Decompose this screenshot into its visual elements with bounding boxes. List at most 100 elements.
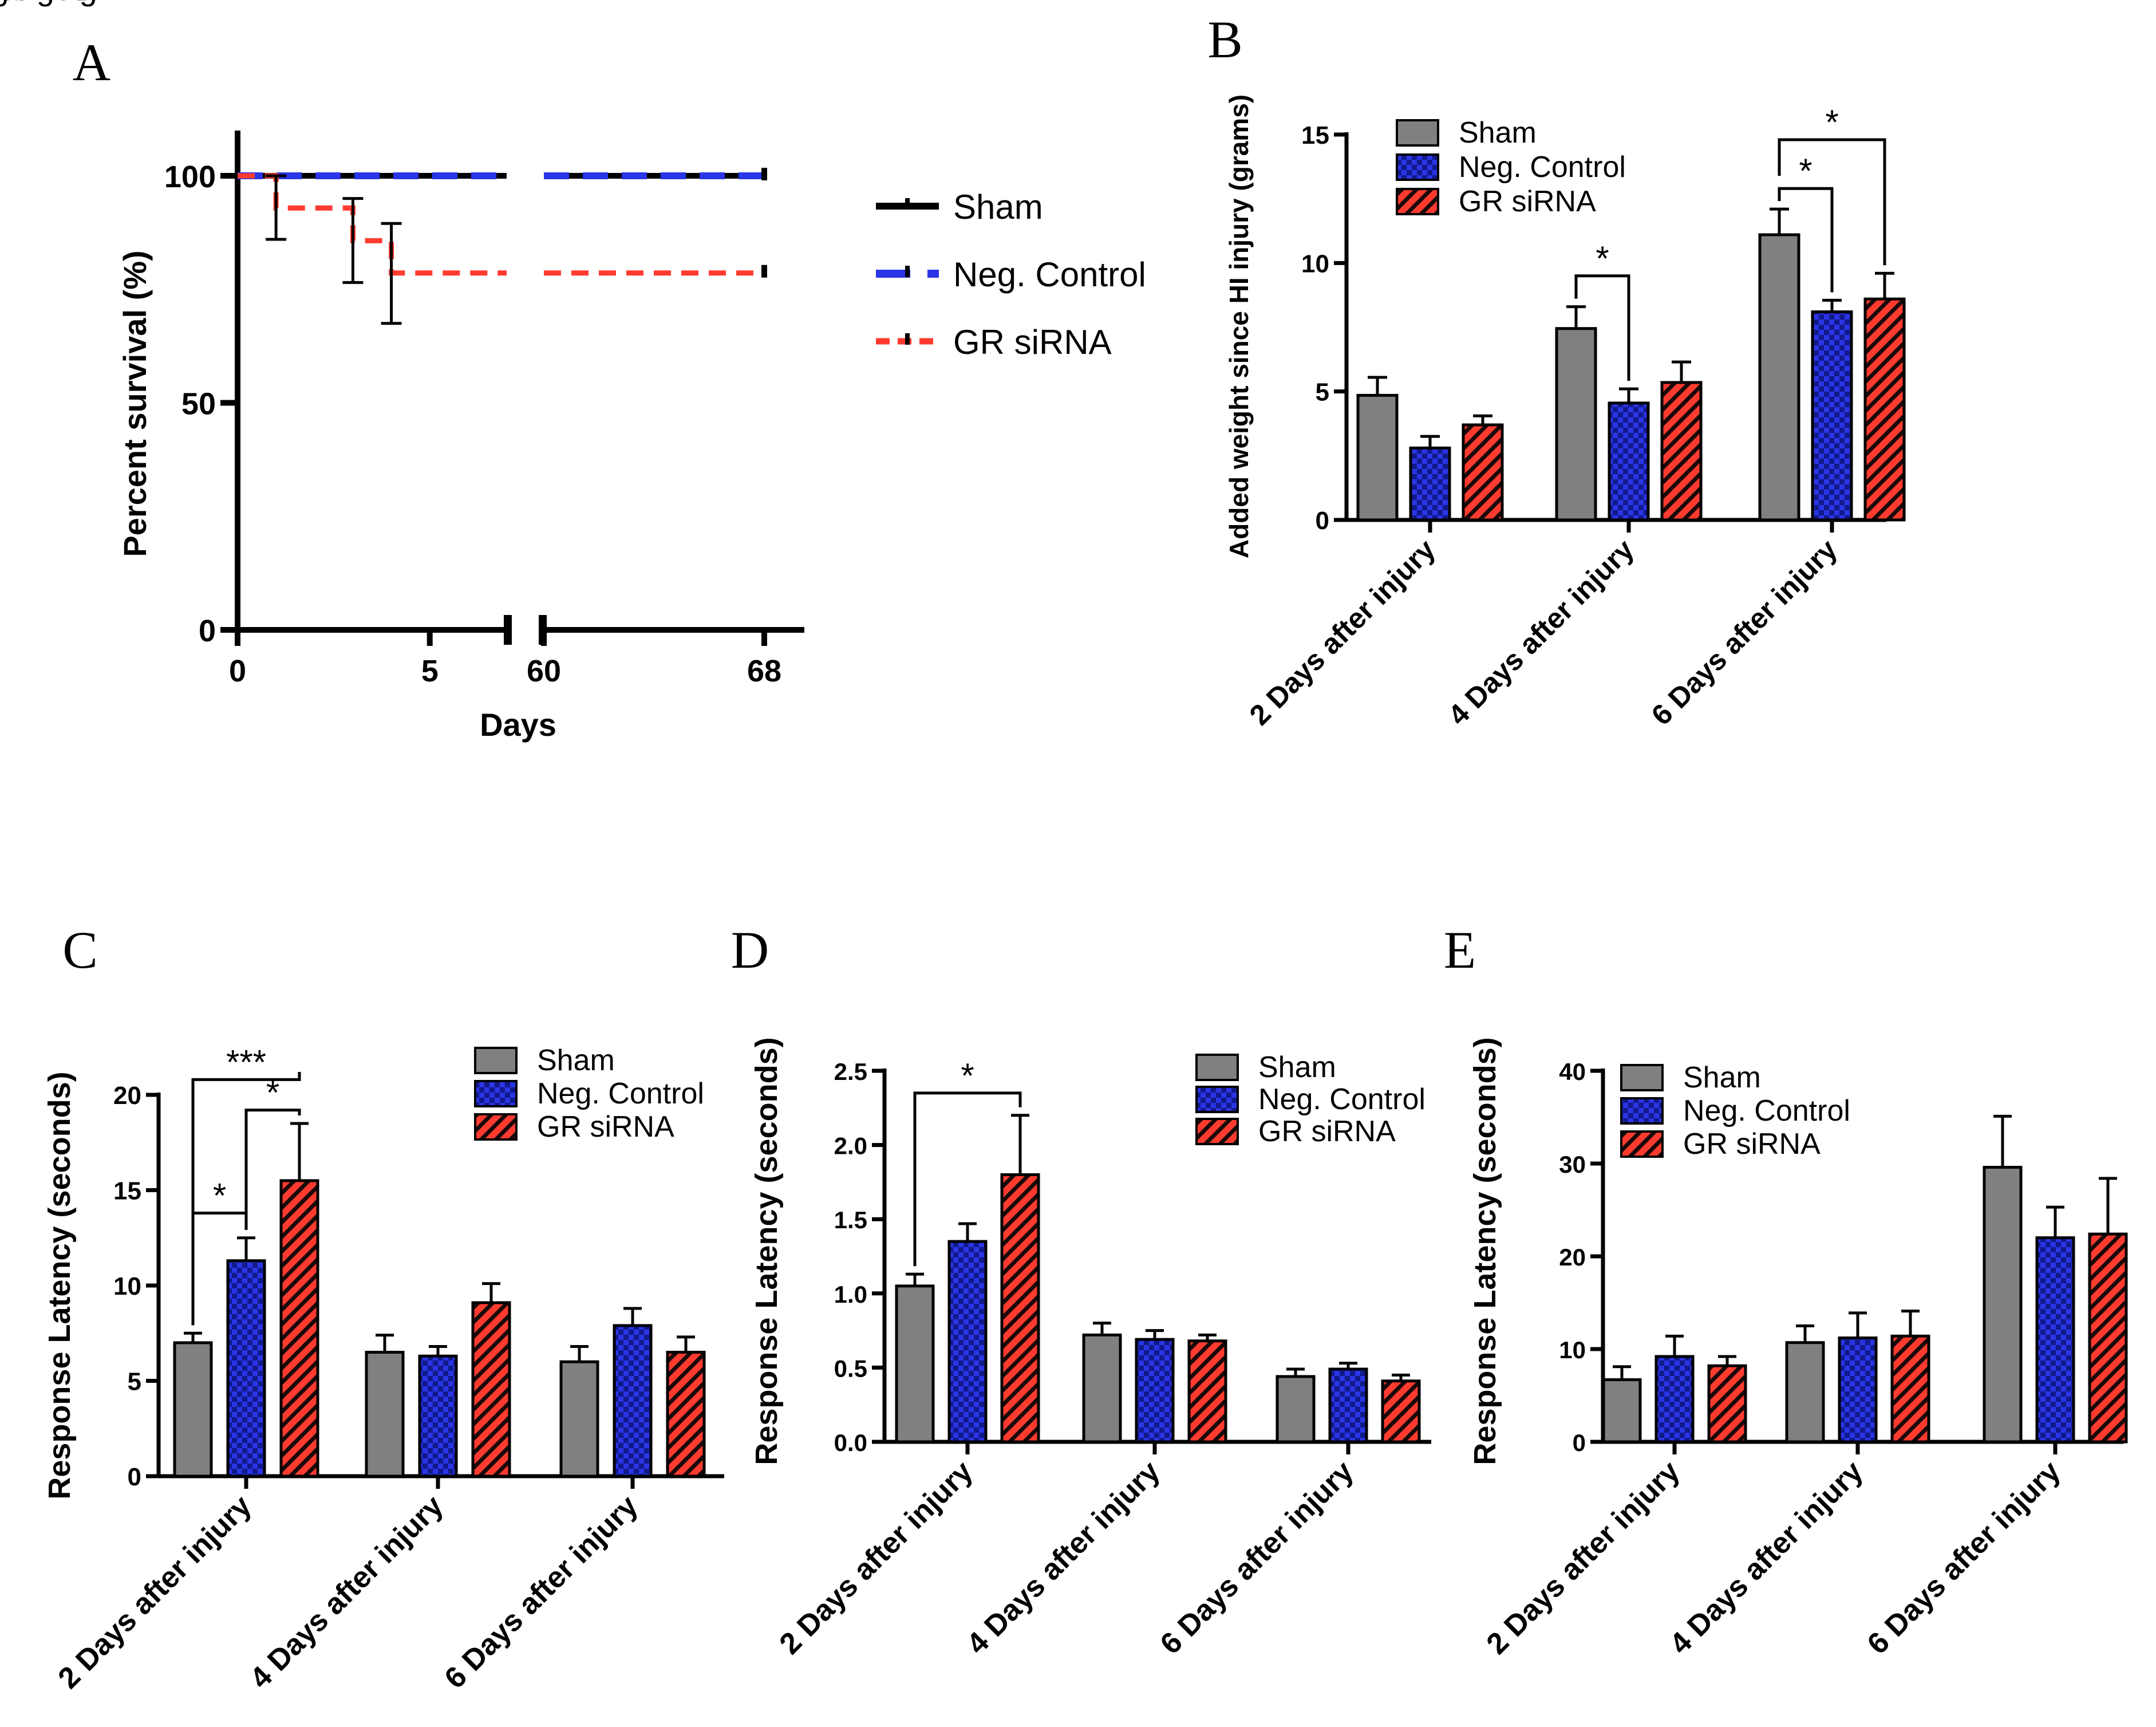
panel-a: A 0 50 100 0 5 60 68 Days Percent survival (%) Sha… — [73, 33, 1146, 743]
chart-title: Wire Hanging — [0, 0, 97, 7]
category-label: 6 Days after injury — [1861, 1454, 2067, 1661]
category-label: 6 Days after injury — [1645, 533, 1843, 731]
significance-label: * — [1596, 239, 1609, 278]
y-tick-label: 0 — [199, 614, 216, 648]
bar-sham — [1555, 327, 1597, 522]
y-tick-label: 10 — [113, 1272, 141, 1300]
legend-swatch-neg-control — [1620, 1097, 1664, 1125]
legend-label-neg-control: Neg. Control — [1459, 151, 1626, 184]
bar-sham — [173, 1341, 213, 1478]
y-tick-label: 40 — [1559, 1058, 1586, 1085]
bar-neg-control — [613, 1324, 653, 1478]
panel-letter-c: C — [62, 921, 97, 979]
y-tick-label: 20 — [1559, 1244, 1586, 1271]
y-tick-label: 1.5 — [834, 1206, 867, 1233]
y-tick-label: 0 — [128, 1463, 141, 1491]
legend-label-gr-sirna: GR siRNA — [953, 323, 1112, 361]
x-tick-label: 5 — [421, 654, 439, 688]
bar-neg-control — [1838, 1336, 1878, 1444]
legend-swatch-sham — [1195, 1054, 1239, 1081]
bar-gr-sirna — [666, 1351, 706, 1478]
bar-sham — [559, 1360, 599, 1478]
y-tick-label: 50 — [181, 387, 216, 421]
bar-gr-sirna — [1890, 1334, 1930, 1444]
significance-label: *** — [226, 1043, 266, 1081]
bar-neg-control — [1654, 1355, 1695, 1444]
legend-swatch-neg-control — [474, 1080, 518, 1107]
y-tick-label: 5 — [1316, 378, 1329, 407]
bar-gr-sirna — [279, 1179, 319, 1478]
legend-label-neg-control: Neg. Control — [537, 1077, 704, 1110]
significance-label: * — [213, 1176, 226, 1215]
y-tick-label: 1.0 — [834, 1281, 867, 1308]
y-tick-label: 30 — [1559, 1151, 1586, 1178]
bar-sham — [1356, 393, 1399, 522]
bar-sham — [1983, 1165, 2023, 1444]
panel-letter-a: A — [73, 33, 110, 92]
x-tick-label: 0 — [229, 654, 246, 688]
bar-sham — [1602, 1378, 1642, 1444]
bar-neg-control — [1811, 310, 1853, 522]
significance-label: * — [961, 1056, 974, 1095]
category-label: 6 Days after injury — [1154, 1454, 1360, 1661]
significance-label: * — [1825, 103, 1838, 141]
bar-gr-sirna — [471, 1301, 511, 1478]
y-tick-label: 2.0 — [834, 1133, 867, 1160]
legend-label-gr-sirna: GR siRNA — [537, 1110, 674, 1144]
y-tick-label: 100 — [164, 160, 216, 194]
y-axis-label: Response Latency (seconds) — [1468, 1037, 1502, 1465]
bar-neg-control — [418, 1354, 458, 1478]
legend-swatch-gr-sirna — [474, 1113, 518, 1141]
significance-bracket — [913, 1091, 1022, 1267]
legend-label-sham: Sham — [537, 1044, 615, 1077]
y-tick-label: 5 — [128, 1368, 141, 1396]
y-tick-label: 10 — [1301, 250, 1329, 278]
category-label: 6 Days after injury — [439, 1489, 645, 1695]
panel-letter-d: D — [731, 921, 769, 979]
significance-bracket — [191, 1071, 301, 1326]
legend-swatch-gr-sirna — [1396, 188, 1439, 215]
x-axis-label: Days — [480, 707, 556, 743]
chart-title: Geotaxis Test — [0, 0, 97, 7]
panel-letter-b: B — [1207, 10, 1242, 69]
y-tick-label: 0 — [1316, 507, 1329, 535]
bar-gr-sirna — [2088, 1232, 2128, 1444]
bar-gr-sirna — [1707, 1364, 1747, 1444]
legend-swatch-sham — [474, 1047, 518, 1074]
category-label: 2 Days after injury — [52, 1489, 258, 1695]
bar-gr-sirna — [1863, 297, 1906, 522]
series-line-gr-sirna — [238, 173, 507, 276]
bar-sham — [895, 1284, 935, 1444]
category-label: 2 Days after injury — [1480, 1454, 1687, 1661]
y-tick-label: 2.5 — [834, 1058, 867, 1085]
bar-neg-control — [2035, 1236, 2075, 1444]
bar-sham — [1276, 1375, 1316, 1444]
significance-bracket — [1574, 274, 1630, 381]
y-tick-label: 20 — [113, 1082, 141, 1110]
bar-sham — [1758, 233, 1800, 522]
bar-neg-control — [947, 1240, 988, 1444]
category-label: 2 Days after injury — [773, 1454, 980, 1661]
legend-swatch-neg-control — [1396, 153, 1439, 181]
bar-sham — [1082, 1333, 1122, 1444]
legend-label-gr-sirna: GR siRNA — [1683, 1127, 1821, 1161]
y-tick-label: 15 — [1301, 121, 1329, 149]
legend-label-sham: Sham — [1459, 116, 1537, 149]
bar-neg-control — [1328, 1367, 1368, 1444]
legend-label-sham: Sham — [1258, 1051, 1336, 1084]
panel-letter-e: E — [1444, 921, 1476, 979]
legend-label-neg-control: Neg. Control — [1683, 1094, 1850, 1127]
legend-label-sham: Sham — [953, 188, 1043, 226]
bar-gr-sirna — [1381, 1379, 1421, 1444]
bar-neg-control — [1409, 446, 1451, 522]
panel-b: B 0 5 10 15 Added weight since HI injury (gra… — [1207, 10, 1906, 731]
bar-gr-sirna — [1660, 381, 1703, 522]
legend-swatch-neg-control — [1195, 1086, 1239, 1113]
bar-sham — [1785, 1341, 1825, 1444]
panel-d: D Righting Reflex 0.0 0.5 1.0 1.5 2.0 2.5 Respon… — [0, 0, 1431, 1661]
legend-swatch-gr-sirna — [1620, 1130, 1664, 1158]
category-label: 4 Days after injury — [1664, 1454, 1870, 1661]
bar-neg-control — [1608, 401, 1650, 522]
y-axis-label: Response Latency (seconds) — [42, 1071, 77, 1499]
